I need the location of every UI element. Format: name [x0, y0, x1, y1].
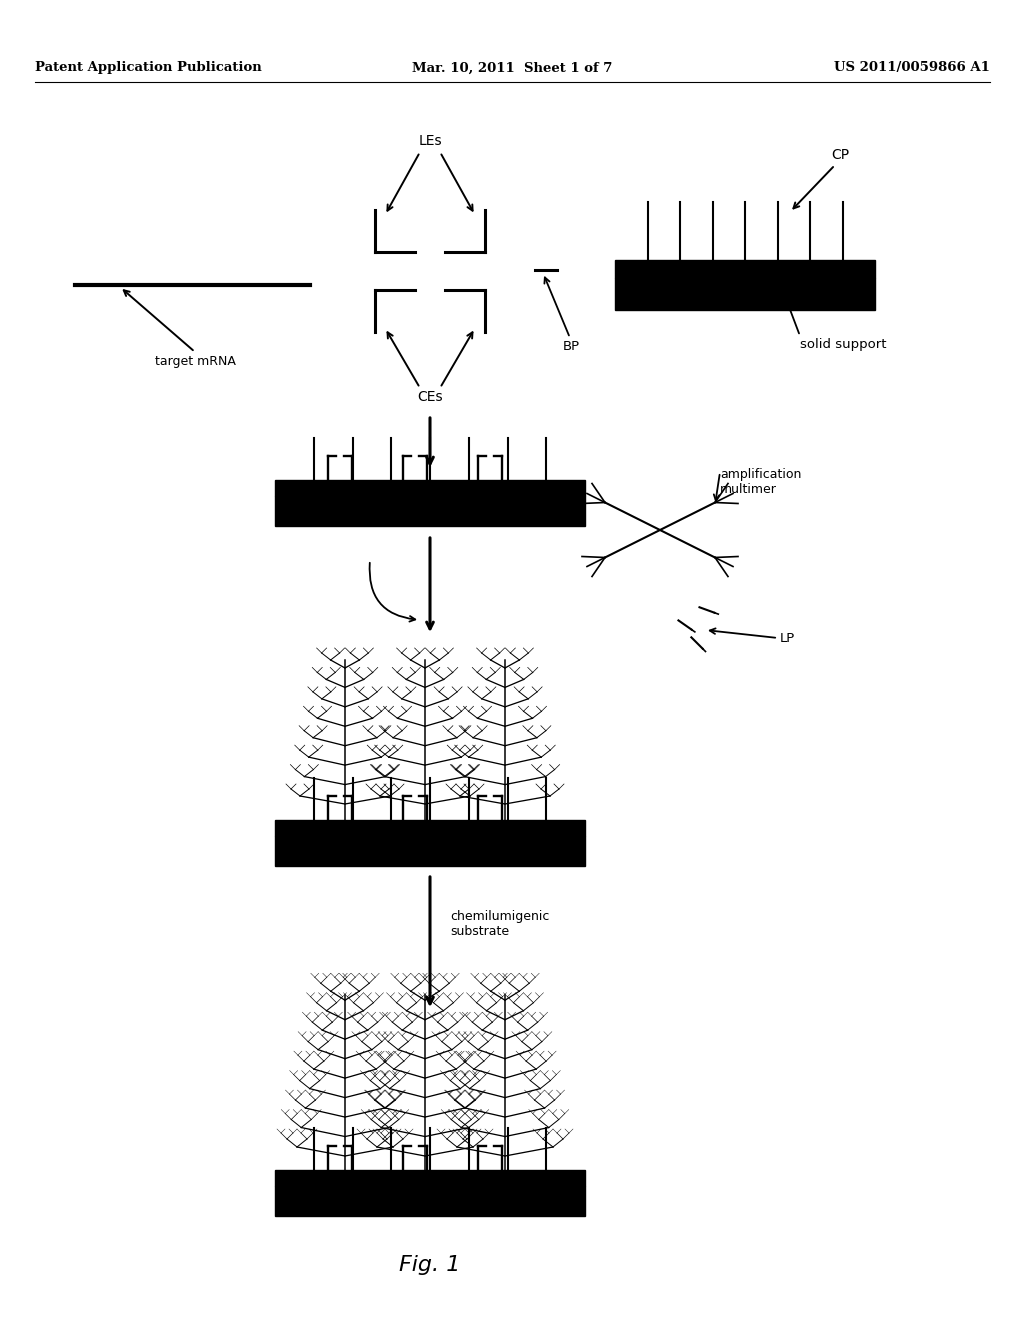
Bar — [275, 820, 585, 836]
Text: LP: LP — [780, 631, 796, 644]
Text: solid support: solid support — [800, 338, 887, 351]
Bar — [615, 260, 874, 279]
Text: Patent Application Publication: Patent Application Publication — [35, 62, 262, 74]
Text: Mar. 10, 2011  Sheet 1 of 7: Mar. 10, 2011 Sheet 1 of 7 — [412, 62, 612, 74]
Text: BP: BP — [563, 341, 581, 352]
Bar — [275, 836, 585, 866]
Text: CEs: CEs — [417, 389, 442, 404]
Text: target mRNA: target mRNA — [155, 355, 236, 368]
Bar — [275, 1185, 585, 1216]
Bar — [275, 1170, 585, 1185]
Text: amplification
multimer: amplification multimer — [720, 469, 802, 496]
Text: LEs: LEs — [418, 135, 441, 148]
Text: CP: CP — [830, 148, 849, 162]
Text: US 2011/0059866 A1: US 2011/0059866 A1 — [835, 62, 990, 74]
Text: Fig. 1: Fig. 1 — [399, 1255, 461, 1275]
Bar — [275, 496, 585, 525]
Text: chemilumigenic
substrate: chemilumigenic substrate — [450, 909, 549, 939]
Bar — [275, 480, 585, 496]
Bar — [615, 279, 874, 310]
